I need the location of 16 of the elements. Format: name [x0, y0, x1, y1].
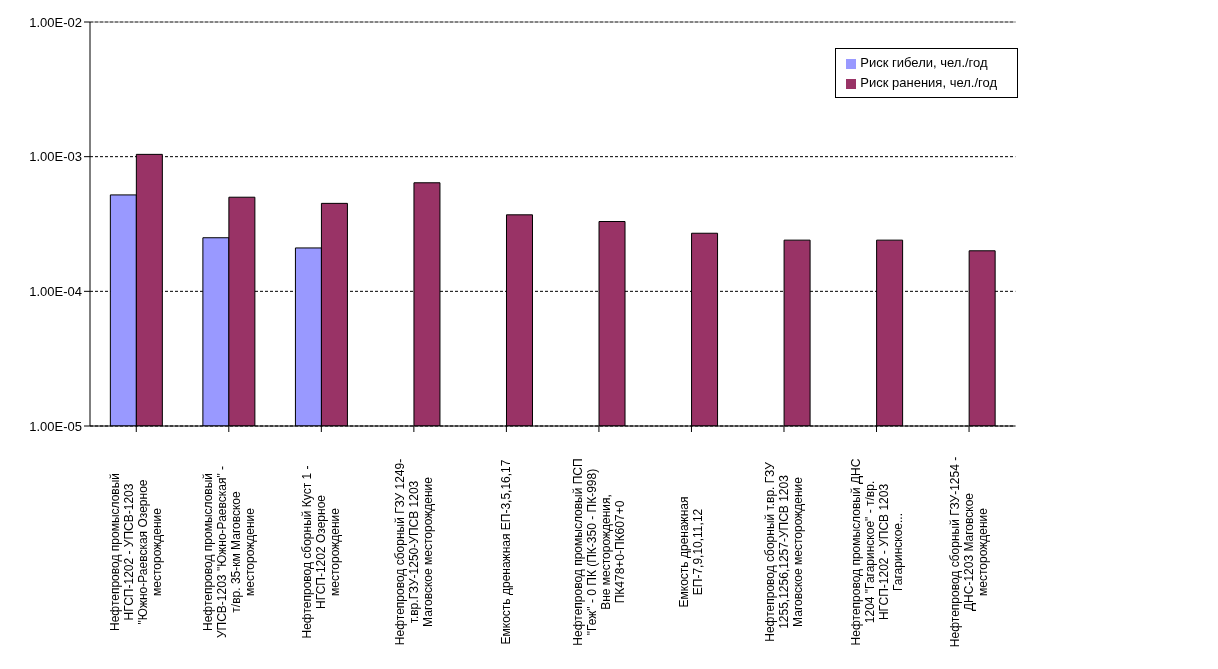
y-tick-label: 1.00E-05	[29, 418, 82, 434]
x-tick-label: Нефтепровод сборный ГЗУ 1249- т.вр.ГЗУ-1250-УПСВ 1203 Маговское месторождение	[392, 458, 435, 646]
x-tick-label: Нефтепровод промысловый ДНС 1204 "Гагаринское" - т/вр. НГСП-1202 - УПСВ 1203 Гагаринское...	[848, 458, 905, 646]
x-tick-label: Емкость дренажная ЕП-7,9,10,11,12	[677, 496, 706, 608]
x-tick-label: Нефтепровод сборный ГЗУ-1254 - ДНС-1203 Маговское месторождение	[948, 456, 991, 648]
x-tick-label: Емкость дренажная ЕП-3,5,16,17	[499, 459, 514, 645]
x-tick-label: Нефтепровод промысловый УПСВ-1203 "Южно-Раевская" - т/вр. 35-км Маговское месторождение	[200, 465, 257, 639]
legend-label: Риск ранения, чел./год	[860, 75, 997, 90]
legend-label: Риск гибели, чел./год	[860, 55, 988, 70]
x-tick-label: Нефтепровод промысловый ПСП "Геж" - 0 ПК (ПК-350 - ПК-998) Вне месторождения, ПК478+0-ПК607+0	[570, 458, 627, 646]
y-tick-label: 1.00E-04	[29, 283, 82, 299]
x-tick-label: Нефтепровод сборный т.вр. ГЗУ 1255,1256,1257-УПСВ 1203 Маговское месторождение	[763, 461, 805, 642]
x-tick-label: Нефтепровод сборный Куст 1 - НГСП-1202 Озерное месторождение	[300, 465, 343, 639]
x-tick-label: Нефтепровод промысловый НГСП-1202 - УПСВ-1203 "Южно-Раевская Озерное месторождение	[108, 472, 165, 632]
y-tick-label: 1.00E-02	[29, 14, 82, 30]
y-tick-label: 1.00E-03	[29, 149, 82, 165]
